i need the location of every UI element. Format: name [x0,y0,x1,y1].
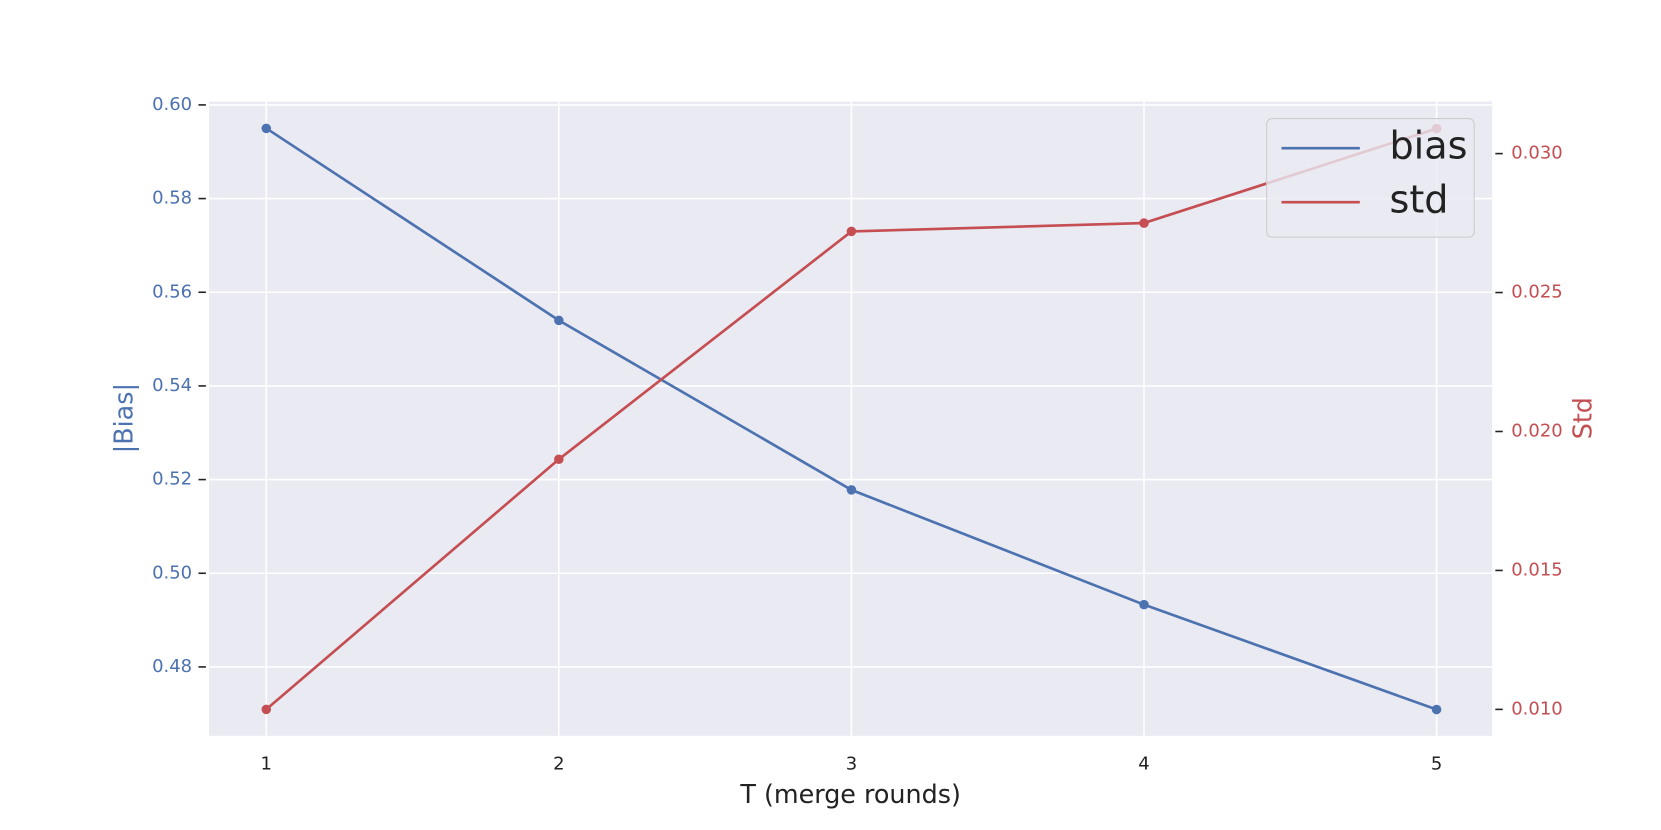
y-axis-label: |Bias| [108,383,138,453]
x-tick-label: 2 [553,753,564,774]
y-tick-label: 0.48 [152,656,192,677]
y2-tick-label: 0.030 [1511,143,1563,164]
x-axis-label: T (merge rounds) [739,779,960,809]
legend-label: std [1389,178,1448,222]
legend-label: bias [1389,124,1467,168]
y-tick-label: 0.58 [152,188,192,209]
x-tick-label: 3 [846,753,857,774]
point [261,123,272,134]
y-tick-label: 0.60 [152,94,192,115]
x-tick-label: 1 [261,753,272,774]
y-tick-label: 0.56 [152,281,192,302]
y-tick-label: 0.52 [152,469,192,490]
point [554,454,564,465]
y-tick-label: 0.50 [152,562,192,583]
y2-axis-label: Std [1567,397,1597,439]
x-tick-label: 4 [1138,753,1149,774]
x-tick-label: 5 [1431,753,1442,774]
point [1139,218,1149,228]
y-tick-label: 0.54 [152,375,192,396]
point [846,485,857,495]
point [846,226,857,237]
y2-tick-label: 0.010 [1511,698,1563,719]
y2-tick-label: 0.025 [1511,282,1563,303]
point [1139,599,1149,610]
y2-tick-label: 0.020 [1511,420,1563,441]
point [261,704,272,715]
point [554,315,564,326]
point [1431,704,1442,715]
y2-tick-label: 0.015 [1511,559,1563,580]
